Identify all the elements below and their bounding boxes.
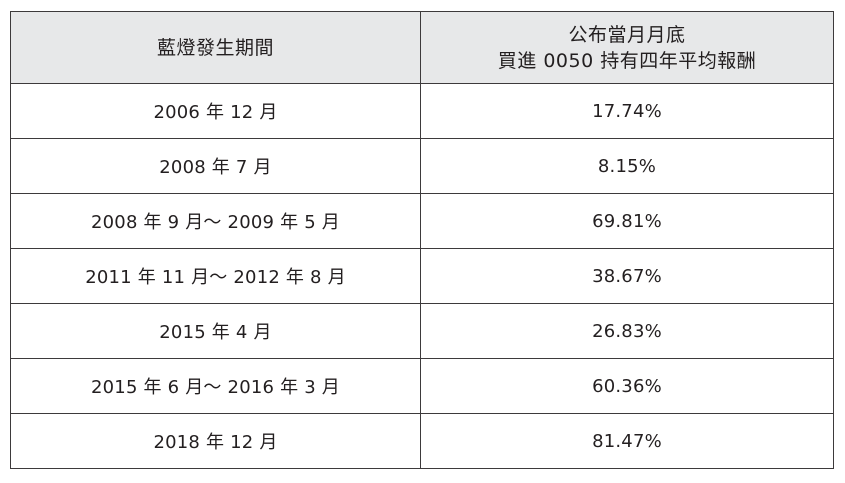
table-row: 2011 年 11 月～ 2012 年 8 月 38.67% [10,248,834,304]
header-row: 藍燈發生期間 公布當月月底 買進 0050 持有四年平均報酬 [10,11,834,84]
period-cell: 2011 年 11 月～ 2012 年 8 月 [10,248,421,304]
header-return-line2: 買進 0050 持有四年平均報酬 [497,49,757,72]
table-row: 2015 年 4 月 26.83% [10,303,834,359]
header-return: 公布當月月底 買進 0050 持有四年平均報酬 [420,11,834,84]
header-period: 藍燈發生期間 [10,11,421,84]
table-row: 2008 年 7 月 8.15% [10,138,834,194]
period-cell: 2006 年 12 月 [10,83,421,139]
return-cell: 8.15% [420,138,834,194]
table-row: 2015 年 6 月～ 2016 年 3 月 60.36% [10,358,834,414]
return-cell: 26.83% [420,303,834,359]
period-cell: 2015 年 6 月～ 2016 年 3 月 [10,358,421,414]
period-cell: 2018 年 12 月 [10,413,421,469]
period-cell: 2008 年 7 月 [10,138,421,194]
table-row: 2008 年 9 月～ 2009 年 5 月 69.81% [10,193,834,249]
header-return-line1: 公布當月月底 [568,23,686,46]
period-cell: 2015 年 4 月 [10,303,421,359]
return-cell: 69.81% [420,193,834,249]
return-cell: 60.36% [420,358,834,414]
blue-light-return-table: 藍燈發生期間 公布當月月底 買進 0050 持有四年平均報酬 2006 年 12… [10,11,834,469]
table-row: 2006 年 12 月 17.74% [10,83,834,139]
table-row: 2018 年 12 月 81.47% [10,413,834,469]
return-cell: 81.47% [420,413,834,469]
return-cell: 17.74% [420,83,834,139]
period-cell: 2008 年 9 月～ 2009 年 5 月 [10,193,421,249]
return-cell: 38.67% [420,248,834,304]
